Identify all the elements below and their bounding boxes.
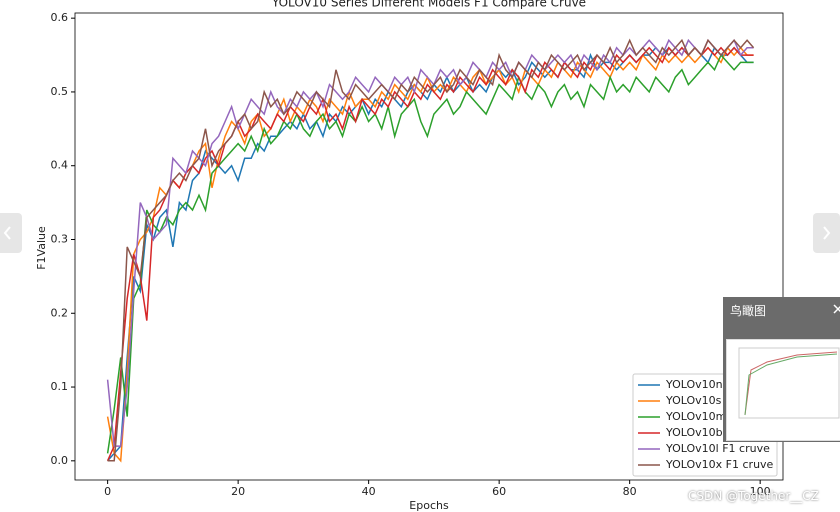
y-tick-label: 0.2 [51,306,69,319]
legend-label: YOLOv10x F1 cruve [665,458,774,471]
series-line [107,38,755,462]
x-tick-label: 40 [362,485,376,498]
chart-title: YOLOV10 Series Different Models F1 Compa… [271,0,586,10]
minimap-close[interactable] [833,304,840,314]
y-tick-label: 0.6 [51,11,69,24]
series-line [106,53,754,454]
series-line [106,46,754,463]
y-tick-label: 0.1 [51,380,69,393]
plot-frame [74,12,784,481]
next-button[interactable] [813,213,840,253]
y-axis-label: F1Value [35,226,48,270]
x-tick-label: 100 [750,485,771,498]
legend-label: YOLOv10l F1 cruve [665,442,770,455]
y-tick-label: 0.4 [51,159,69,172]
x-tick-label: 0 [104,485,111,498]
y-tick-label: 0.0 [51,454,69,467]
minimap-panel: 鸟瞰图 [723,297,840,442]
prev-button[interactable] [0,213,22,253]
minimap-title: 鸟瞰图 [730,304,767,318]
series-line [107,46,754,462]
y-tick-label: 0.5 [51,85,69,98]
watermark: CSDN @Together__CZ [688,489,819,503]
x-axis-label: Epochs [409,499,449,512]
x-tick-label: 20 [231,485,245,498]
series-line [106,38,754,447]
minimap-thumbnail [726,339,840,441]
x-tick-label: 60 [492,485,506,498]
x-tick-label: 80 [623,485,637,498]
y-tick-label: 0.3 [51,232,69,245]
